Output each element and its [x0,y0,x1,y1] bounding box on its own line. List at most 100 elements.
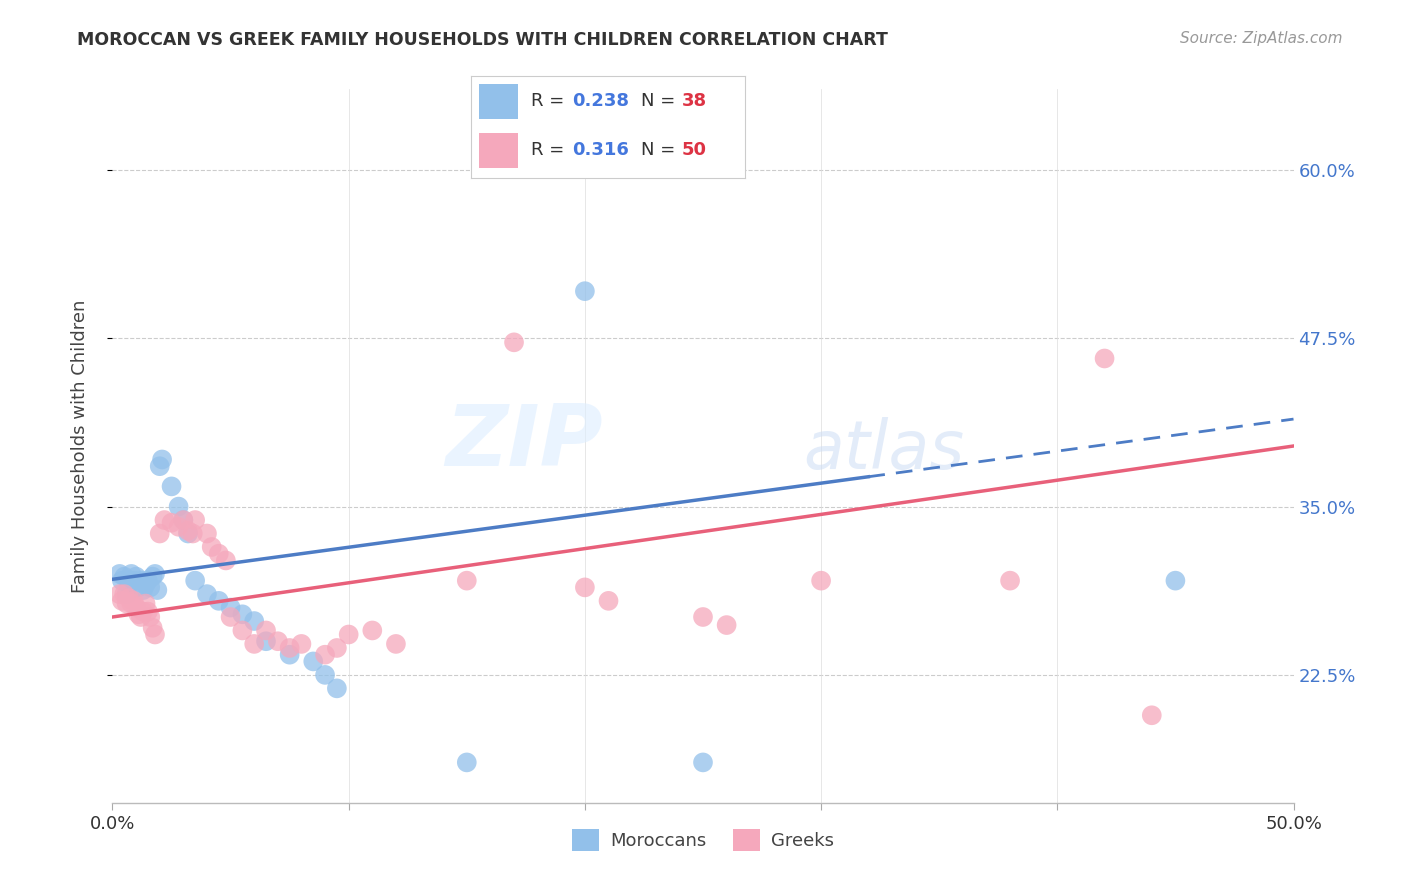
Point [167,520,190,534]
Bar [479,84,517,119]
Point [231,607,253,622]
Point [136,605,159,619]
Point [112,587,135,601]
Point [215,553,238,567]
Text: 0.316: 0.316 [572,141,630,159]
Text: ZIP: ZIP [444,401,603,484]
Bar [479,133,517,168]
Point [574,580,596,594]
Point [172,513,194,527]
Point [290,637,312,651]
Point [598,594,620,608]
Text: 50: 50 [682,141,707,159]
Point [146,583,169,598]
Point [361,624,384,638]
Point [120,597,142,611]
Y-axis label: Family Households with Children: Family Households with Children [70,300,89,592]
Point [125,569,148,583]
Point [574,284,596,298]
Point [456,574,478,588]
Point [149,526,172,541]
Text: atlas: atlas [803,417,965,483]
Point [129,574,152,588]
Point [115,587,138,601]
Text: R =: R = [531,92,571,110]
Text: N =: N = [641,92,681,110]
Point [167,500,190,514]
Point [142,569,165,583]
Point [160,516,183,530]
Point [142,621,165,635]
Point [231,624,253,638]
Point [810,574,832,588]
Point [118,577,141,591]
Point [111,594,134,608]
Point [122,574,145,588]
Point [254,624,277,638]
Point [1164,574,1187,588]
Text: R =: R = [531,141,571,159]
Point [278,640,301,655]
Point [326,640,349,655]
Point [129,610,152,624]
Point [208,547,231,561]
Point [136,574,159,588]
Point [127,580,149,594]
Point [278,648,301,662]
Point [219,600,242,615]
Point [120,566,142,581]
Text: Source: ZipAtlas.com: Source: ZipAtlas.com [1180,31,1343,46]
Point [132,605,155,619]
Point [127,607,149,622]
Point [314,648,336,662]
Legend: Moroccans, Greeks: Moroccans, Greeks [565,822,841,858]
Text: MOROCCAN VS GREEK FAMILY HOUSEHOLDS WITH CHILDREN CORRELATION CHART: MOROCCAN VS GREEK FAMILY HOUSEHOLDS WITH… [77,31,889,49]
Point [195,587,218,601]
Point [111,574,134,588]
Point [219,610,242,624]
Point [149,459,172,474]
Point [302,655,325,669]
Point [184,574,207,588]
Point [254,634,277,648]
Point [115,597,138,611]
Text: N =: N = [641,141,681,159]
Point [108,566,131,581]
Point [125,600,148,615]
Point [108,587,131,601]
Point [998,574,1021,588]
Point [112,569,135,583]
Point [139,610,162,624]
Point [181,526,204,541]
Point [692,756,714,770]
Point [314,668,336,682]
Point [208,594,231,608]
Point [456,756,478,770]
Point [385,637,408,651]
Point [122,594,145,608]
Point [337,627,360,641]
Point [177,524,200,538]
Point [150,452,173,467]
Point [267,634,290,648]
Point [143,566,166,581]
Point [243,637,266,651]
Point [139,580,162,594]
Point [160,479,183,493]
Point [143,627,166,641]
Point [503,335,526,350]
Point [243,614,266,628]
Text: 38: 38 [682,92,707,110]
Point [153,513,176,527]
Point [195,526,218,541]
Point [132,583,155,598]
Point [184,513,207,527]
Point [1140,708,1163,723]
Point [172,513,194,527]
Point [135,597,157,611]
Text: 0.238: 0.238 [572,92,630,110]
Point [716,618,738,632]
Point [118,591,141,606]
Point [201,540,224,554]
Point [1094,351,1116,366]
